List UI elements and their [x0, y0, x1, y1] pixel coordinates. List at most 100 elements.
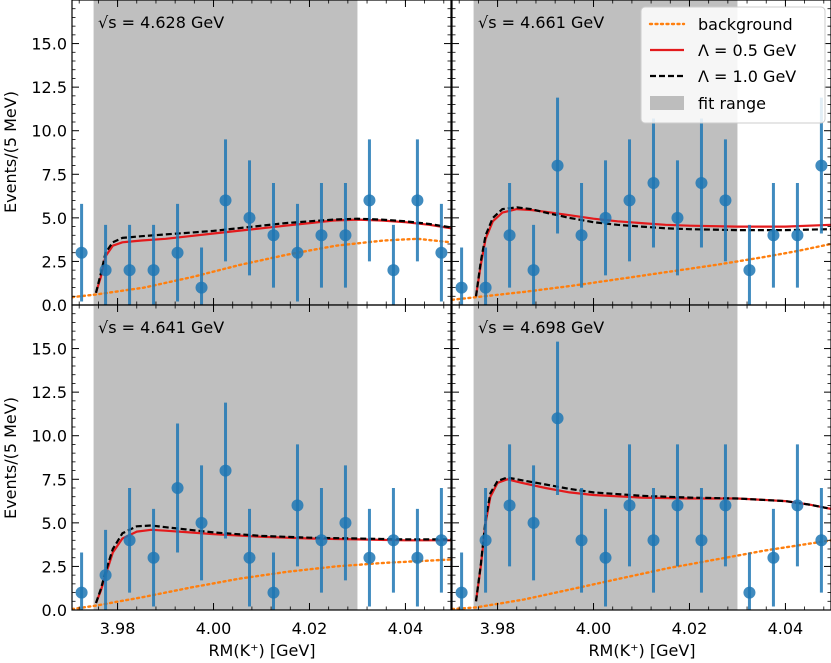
data-point: [455, 281, 468, 294]
data-point: [75, 586, 88, 599]
y-tick-label: 0.0: [42, 296, 67, 315]
lambda-1.0-curve: [94, 524, 451, 604]
data-point: [267, 229, 280, 242]
data-point: [623, 499, 636, 512]
data-point: [479, 281, 492, 294]
data-point: [743, 586, 756, 599]
data-point: [195, 281, 208, 294]
x-tick-label: 4.04: [388, 619, 424, 638]
panel-bottom-right: 3.98 4.00 4.02 4.04 √s = 4.698 GeV: [451, 304, 831, 638]
data-point: [363, 551, 376, 564]
energy-label: √s = 4.641 GeV: [98, 318, 224, 337]
lambda-1.0-curve: [474, 206, 831, 297]
data-point: [291, 499, 304, 512]
data-point: [719, 499, 732, 512]
legend-lambda05-label: Λ = 0.5 GeV: [698, 41, 796, 60]
data-point: [315, 534, 328, 547]
x-axis-title-right: RM(K⁺) [GeV]: [588, 641, 695, 660]
data-point: [455, 586, 468, 599]
y-tick-label: 5.0: [42, 209, 67, 228]
data-point: [479, 534, 492, 547]
data-point: [339, 516, 352, 529]
data-point: [767, 551, 780, 564]
data-point: [647, 534, 660, 547]
data-point: [503, 499, 516, 512]
data-point: [123, 264, 136, 277]
y-tick-label: 15.0: [31, 35, 67, 54]
x-tick-label: 3.98: [480, 619, 516, 638]
x-tick-label: 4.02: [672, 619, 708, 638]
legend-box: [640, 6, 826, 124]
data-point: [291, 246, 304, 259]
data-point: [411, 194, 424, 207]
x-tick-label: 4.04: [768, 619, 804, 638]
x-tick-label: 4.02: [292, 619, 328, 638]
data-point: [767, 229, 780, 242]
data-point: [123, 534, 136, 547]
data-point: [147, 551, 160, 564]
y-tick-label: 2.5: [42, 252, 67, 271]
background-curve: [72, 237, 451, 299]
data-point: [599, 551, 612, 564]
data-point: [411, 551, 424, 564]
legend-lambda10-label: Λ = 1.0 GeV: [698, 67, 796, 86]
data-point: [171, 246, 184, 259]
y-tick-label: 10.0: [31, 122, 67, 141]
data-point: [647, 177, 660, 189]
y-tick-label: 10.0: [31, 427, 67, 446]
data-point: [387, 534, 400, 547]
data-point: [99, 569, 112, 582]
data-point: [315, 229, 328, 242]
data-point: [435, 246, 448, 259]
data-point: [75, 246, 88, 259]
background-curve: [452, 242, 831, 301]
data-point: [435, 534, 448, 547]
data-point: [575, 229, 588, 242]
data-point: [147, 264, 160, 277]
data-point: [791, 229, 804, 242]
data-point: [743, 264, 756, 277]
data-point: [791, 499, 804, 512]
energy-label: √s = 4.628 GeV: [98, 13, 224, 32]
y-tick-label: 15.0: [31, 340, 67, 359]
data-point: [623, 194, 636, 207]
legend-fit-range-swatch: [650, 96, 684, 110]
lambda-0.5-curve: [474, 208, 831, 297]
x-axis-title-left: RM(K⁺) [GeV]: [208, 641, 315, 660]
lambda-1.0-curve: [94, 217, 451, 294]
data-point: [671, 211, 684, 224]
energy-label: √s = 4.661 GeV: [478, 13, 604, 32]
y-tick-label: 7.5: [42, 165, 67, 184]
data-point: [387, 264, 400, 277]
data-point: [671, 499, 684, 512]
data-point: [599, 211, 612, 224]
legend-background-label: background: [698, 15, 793, 34]
background-curve: [72, 558, 451, 610]
data-point: [243, 551, 256, 564]
data-point: [195, 516, 208, 529]
data-point: [575, 534, 588, 547]
background-curve: [452, 539, 831, 610]
data-point: [339, 229, 352, 242]
data-point: [551, 412, 564, 425]
y-tick-label: 5.0: [42, 514, 67, 533]
energy-label: √s = 4.698 GeV: [478, 318, 604, 337]
y-tick-label: 0.0: [42, 601, 67, 620]
x-tick-label: 4.00: [196, 619, 232, 638]
data-point: [815, 534, 828, 547]
data-point: [695, 534, 708, 547]
data-point: [363, 194, 376, 207]
y-axis-title-bottom: Events/(5 MeV): [1, 397, 20, 519]
legend: background Λ = 0.5 GeV Λ = 1.0 GeV fit r…: [640, 6, 826, 124]
y-tick-label: 12.5: [31, 78, 67, 97]
x-tick-label: 4.00: [576, 619, 612, 638]
data-point: [243, 211, 256, 224]
data-point: [815, 159, 828, 172]
y-axis-title-top: Events/(5 MeV): [1, 91, 20, 213]
data-point: [551, 159, 564, 172]
data-point: [99, 264, 112, 277]
data-point: [695, 177, 708, 189]
data-point: [527, 264, 540, 277]
data-point: [267, 586, 280, 599]
